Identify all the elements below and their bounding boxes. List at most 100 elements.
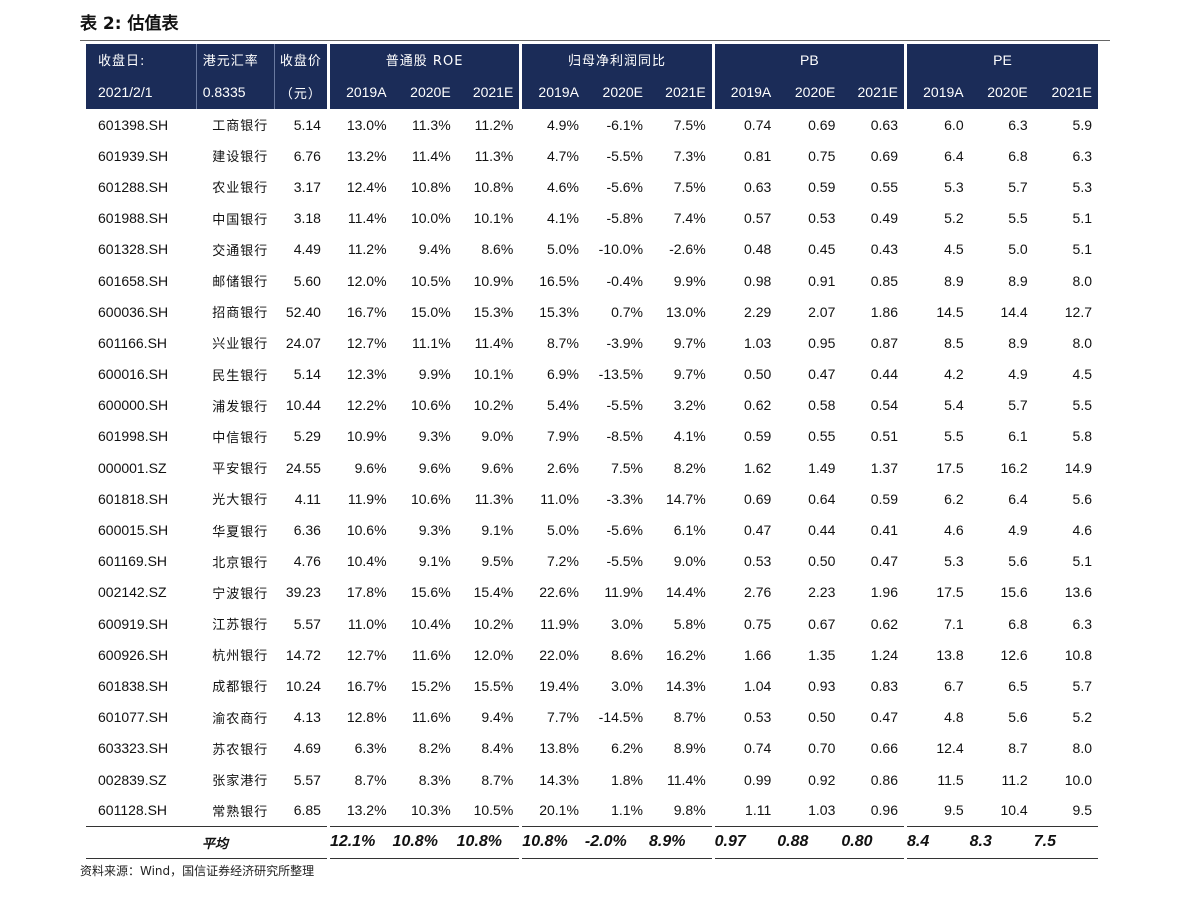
metric-cell: 1.03 <box>711 327 778 359</box>
metric-cell: 3.0% <box>611 677 644 694</box>
bank-name-cell: 农业银行 <box>212 181 269 197</box>
metric-cell: 11.9% <box>519 608 585 640</box>
metric-cell: 4.2 <box>903 358 970 390</box>
metric-cell: 8.7 <box>1008 740 1028 757</box>
metric-cell: 0.96 <box>870 802 898 819</box>
metric-cell: 10.1% <box>473 210 514 227</box>
metric-cell: 0.85 <box>870 272 898 289</box>
metric-cell: 0.69 <box>808 116 836 133</box>
metric-cell: 9.3% <box>418 428 451 445</box>
metric-cell: 0.66 <box>870 740 898 757</box>
metric-cell: 8.7% <box>481 771 514 788</box>
metric-cell: 13.0% <box>665 303 706 320</box>
metric-cell: 5.6 <box>1072 490 1092 507</box>
metric-cell: 0.50 <box>711 358 778 390</box>
metric-cell: 12.7% <box>326 327 393 359</box>
metric-cell: 0.69 <box>711 483 778 515</box>
metric-cell: 4.6 <box>903 514 970 546</box>
metric-cell: 15.0% <box>410 303 451 320</box>
metric-cell: 0.45 <box>808 241 836 258</box>
stock-code-cell: 603323.SH <box>98 740 169 757</box>
metric-cell: 10.5% <box>410 272 451 289</box>
metric-cell: 6.3 <box>1072 147 1092 164</box>
header-year: 2020E <box>777 75 842 109</box>
metric-cell: 12.2% <box>326 389 393 421</box>
metric-cell: 9.7% <box>673 334 706 351</box>
bank-name-cell: 建设银行 <box>212 150 269 166</box>
average-cell: 8.3 <box>969 825 1034 859</box>
metric-cell: 0.59 <box>711 420 778 453</box>
metric-cell: 13.8 <box>903 639 970 671</box>
metric-cell: 9.6% <box>418 459 451 476</box>
metric-cell: 0.74 <box>711 732 778 764</box>
metric-cell: 10.8 <box>1064 646 1092 663</box>
header-year: 2020E <box>584 75 650 109</box>
metric-cell: 6.3 <box>1072 615 1092 632</box>
metric-cell: 0.86 <box>870 771 898 788</box>
metric-cell: 8.2% <box>418 740 451 757</box>
header-close-date: 2021/2/1 <box>86 75 197 109</box>
metric-cell: 17.8% <box>326 576 393 608</box>
metric-cell: 0.55 <box>870 178 898 195</box>
metric-cell: 0.59 <box>870 490 898 507</box>
average-cell: 12.1% <box>326 825 393 859</box>
metric-cell: 7.7% <box>519 701 585 733</box>
metric-cell: 10.4 <box>1000 802 1028 819</box>
metric-cell: -5.5% <box>606 553 644 570</box>
metric-cell: 12.8% <box>326 701 393 733</box>
close-price-cell: 4.13 <box>293 709 321 726</box>
metric-cell: 0.49 <box>870 210 898 227</box>
metric-cell: 0.91 <box>808 272 836 289</box>
bank-name-cell: 邮储银行 <box>212 275 269 291</box>
metric-cell: 4.6 <box>1072 522 1092 539</box>
metric-cell: 5.0% <box>519 514 585 546</box>
table-row: 002142.SZ 宁波银行 39.23 17.8% 15.6% 15.4% 22.6% 11… <box>86 576 1098 608</box>
metric-cell: 12.4 <box>903 732 970 764</box>
bank-name-cell: 招商银行 <box>212 306 269 322</box>
metric-cell: 16.7% <box>326 670 393 702</box>
average-cell: 8.4 <box>903 825 970 859</box>
metric-cell: 1.11 <box>711 795 778 827</box>
metric-cell: 0.59 <box>808 178 836 195</box>
stock-code-cell: 601077.SH <box>98 709 169 726</box>
metric-cell: 0.47 <box>711 514 778 546</box>
metric-cell: 9.0% <box>673 553 706 570</box>
metric-cell: 20.1% <box>519 795 585 827</box>
header-year: 2021E <box>841 75 906 109</box>
bank-name-cell: 华夏银行 <box>212 524 269 540</box>
average-cell: 7.5 <box>1033 825 1098 859</box>
metric-cell: 11.9% <box>604 584 644 601</box>
bank-name-cell: 工商银行 <box>212 119 269 135</box>
bank-name-cell: 平安银行 <box>212 462 269 478</box>
table-row: 601288.SH 农业银行 3.17 12.4% 10.8% 10.8% 4.6% -5.6… <box>86 171 1098 203</box>
metric-cell: 10.8% <box>410 178 451 195</box>
close-price-cell: 24.55 <box>285 459 321 476</box>
stock-code-cell: 600000.SH <box>98 397 169 414</box>
metric-cell: 8.9 <box>1008 334 1028 351</box>
average-cell: 10.8% <box>519 825 585 859</box>
metric-cell: 15.5% <box>473 677 514 694</box>
header-year: 2020E <box>969 75 1034 109</box>
metric-cell: 9.9% <box>673 272 706 289</box>
close-price-cell: 4.76 <box>293 553 321 570</box>
metric-cell: 2.23 <box>808 584 836 601</box>
bank-name-cell: 杭州银行 <box>212 649 269 665</box>
table-row: 002839.SZ 张家港行 5.57 8.7% 8.3% 8.7% 14.3% 1.8% 11… <box>86 763 1098 796</box>
metric-cell: 11.4% <box>474 334 514 351</box>
metric-cell: 0.81 <box>711 140 778 172</box>
metric-cell: 13.2% <box>326 795 393 827</box>
metric-cell: 3.2% <box>673 397 706 414</box>
bank-name-cell: 常熟银行 <box>212 804 269 820</box>
table-row: 601838.SH 成都银行 10.24 16.7% 15.2% 15.5% 19.4% 3.… <box>86 670 1098 702</box>
metric-cell: 5.1 <box>1072 241 1092 258</box>
metric-cell: 7.5% <box>673 116 706 133</box>
header-group-roe: 普通股 ROE <box>326 44 521 75</box>
metric-cell: 8.3% <box>418 771 451 788</box>
metric-cell: 0.93 <box>808 677 836 694</box>
bank-name-cell: 浦发银行 <box>212 399 269 415</box>
metric-cell: 13.0% <box>326 109 393 141</box>
metric-cell: 0.51 <box>870 428 898 445</box>
metric-cell: 10.0 <box>1064 771 1092 788</box>
metric-cell: 7.1 <box>903 608 970 640</box>
header-close-price-label: 收盘价 <box>273 44 329 75</box>
